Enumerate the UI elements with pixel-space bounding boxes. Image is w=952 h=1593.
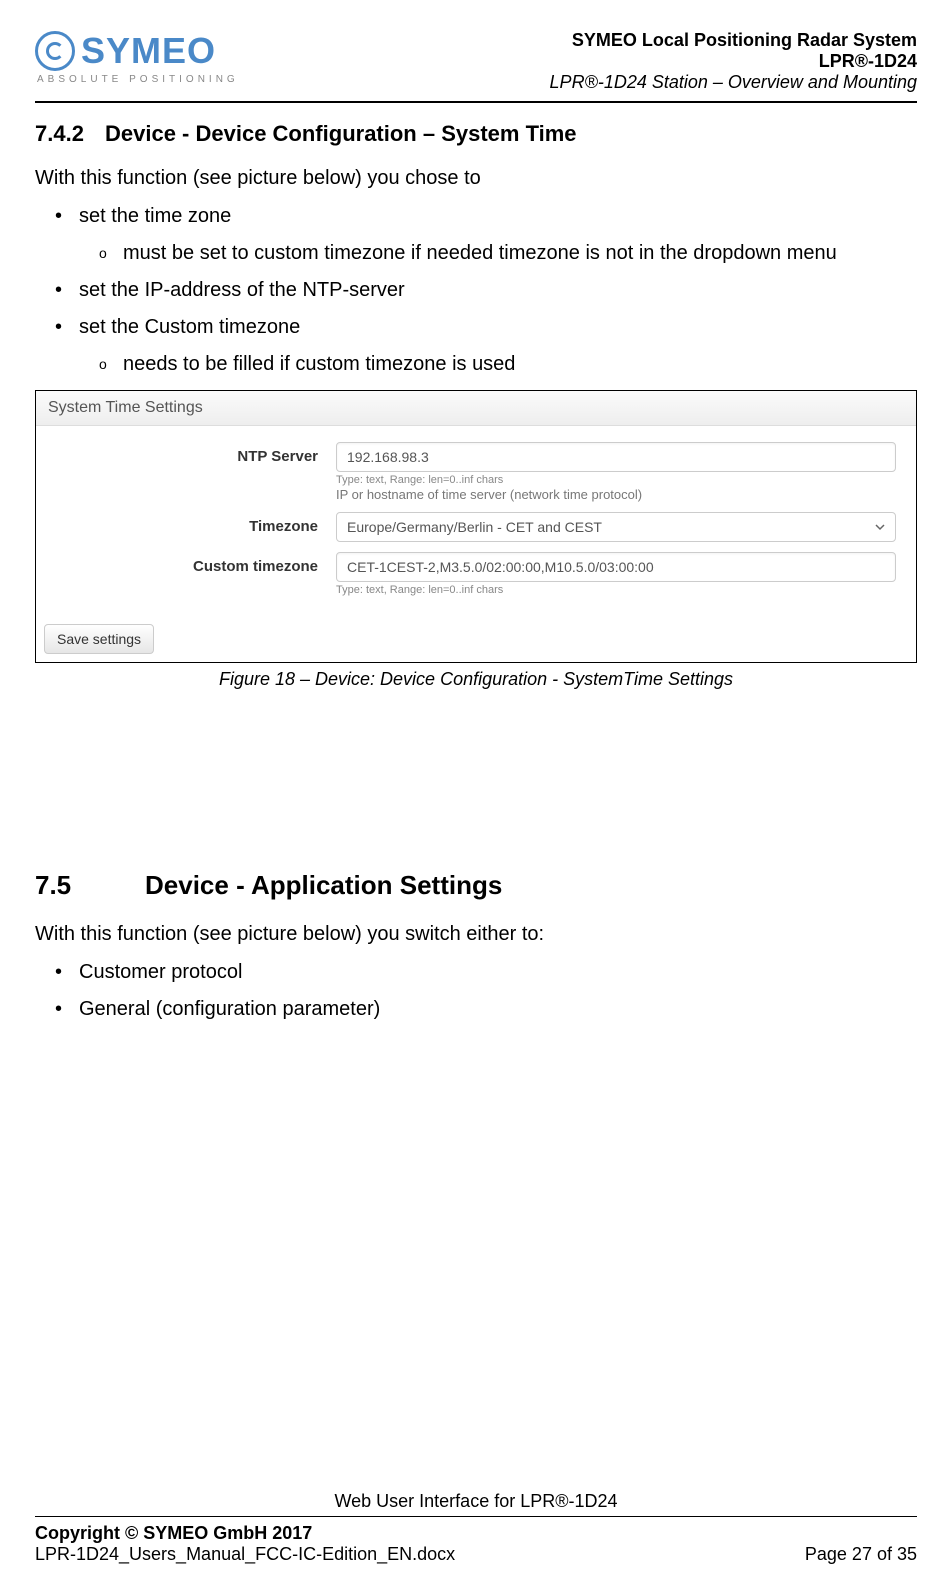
hint-ctz-type: Type: text, Range: len=0..inf chars xyxy=(336,584,896,596)
label-ntp: NTP Server xyxy=(56,442,336,465)
logo-block: SYMEO ABSOLUTE POSITIONING xyxy=(35,30,239,85)
subbullet-custom-tz: needs to be filled if custom timezone is… xyxy=(99,353,917,376)
header-line3: LPR®-1D24 Station – Overview and Mountin… xyxy=(550,72,917,93)
row-timezone: Timezone Europe/Germany/Berlin - CET and… xyxy=(56,512,896,542)
panel-title: System Time Settings xyxy=(36,391,916,426)
bullet-timezone: set the time zone must be set to custom … xyxy=(55,205,917,265)
subbullet-timezone: must be set to custom timezone if needed… xyxy=(99,242,917,265)
page-header: SYMEO ABSOLUTE POSITIONING SYMEO Local P… xyxy=(35,30,917,103)
footer-section-title: Web User Interface for LPR®-1D24 xyxy=(35,1491,917,1517)
header-right: SYMEO Local Positioning Radar System LPR… xyxy=(550,30,917,93)
footer-copyright: Copyright © SYMEO GmbH 2017 xyxy=(35,1523,455,1544)
select-timezone[interactable]: Europe/Germany/Berlin - CET and CEST xyxy=(336,512,896,542)
heading-75-title: Device - Application Settings xyxy=(145,870,502,900)
header-line2: LPR®-1D24 xyxy=(550,51,917,72)
bullet-custom-tz: set the Custom timezone needs to be fill… xyxy=(55,316,917,376)
row-ntp: NTP Server Type: text, Range: len=0..inf… xyxy=(56,442,896,502)
page-footer: Web User Interface for LPR®-1D24 Copyrig… xyxy=(35,1491,917,1565)
figure-screenshot: System Time Settings NTP Server Type: te… xyxy=(35,390,917,663)
logo-text: SYMEO xyxy=(81,30,216,72)
select-timezone-value: Europe/Germany/Berlin - CET and CEST xyxy=(347,519,602,535)
label-timezone: Timezone xyxy=(56,512,336,535)
input-custom-timezone[interactable] xyxy=(336,552,896,582)
bullet-list-75: Customer protocol General (configuration… xyxy=(35,961,917,1021)
bullet-list-742: set the time zone must be set to custom … xyxy=(35,205,917,376)
bullet-custom-tz-text: set the Custom timezone xyxy=(79,316,300,338)
heading-742-num: 7.4.2 xyxy=(35,121,105,147)
heading-75-num: 7.5 xyxy=(35,870,145,901)
footer-page-number: Page 27 of 35 xyxy=(805,1544,917,1565)
logo-icon xyxy=(35,31,75,71)
chevron-down-icon xyxy=(875,519,885,535)
bullet-general-config: General (configuration parameter) xyxy=(55,998,917,1021)
bullet-customer-protocol: Customer protocol xyxy=(55,961,917,984)
label-custom-timezone: Custom timezone xyxy=(56,552,336,575)
heading-742-title: Device - Device Configuration – System T… xyxy=(105,121,577,146)
input-ntp[interactable] xyxy=(336,442,896,472)
intro-75: With this function (see picture below) y… xyxy=(35,919,917,949)
heading-75: 7.5Device - Application Settings xyxy=(35,870,917,901)
hint-ntp-type: Type: text, Range: len=0..inf chars xyxy=(336,474,896,486)
bullet-timezone-text: set the time zone xyxy=(79,205,231,227)
row-custom-timezone: Custom timezone Type: text, Range: len=0… xyxy=(56,552,896,596)
heading-742: 7.4.2Device - Device Configuration – Sys… xyxy=(35,121,917,147)
hint-ntp-desc: IP or hostname of time server (network t… xyxy=(336,487,896,502)
footer-filename: LPR-1D24_Users_Manual_FCC-IC-Edition_EN.… xyxy=(35,1544,455,1565)
logo-subtitle: ABSOLUTE POSITIONING xyxy=(37,74,239,85)
save-settings-button[interactable]: Save settings xyxy=(44,624,154,654)
intro-742: With this function (see picture below) y… xyxy=(35,163,917,193)
bullet-ntp: set the IP-address of the NTP-server xyxy=(55,279,917,302)
figure-caption: Figure 18 – Device: Device Configuration… xyxy=(35,669,917,690)
header-line1: SYMEO Local Positioning Radar System xyxy=(550,30,917,51)
